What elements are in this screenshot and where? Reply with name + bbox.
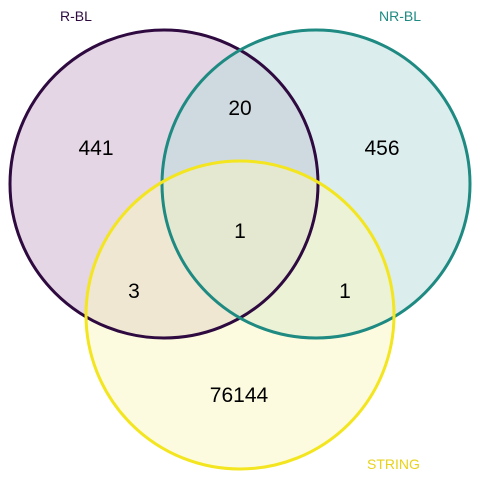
region-ab-count: 20: [228, 97, 251, 120]
set-b-outline: [160, 28, 472, 340]
region-a-only-count: 441: [78, 137, 113, 160]
region-b-only-count: 456: [364, 137, 399, 160]
set-outlines: [8, 28, 472, 471]
set-c-fill: [86, 161, 394, 469]
set-c-outline: [84, 159, 396, 471]
set-a-label: R-BL: [60, 8, 92, 24]
region-bc-count: 1: [339, 280, 351, 303]
set-fills: [10, 30, 470, 469]
set-a-outline: [8, 28, 320, 340]
region-c-only-count: 76144: [210, 384, 269, 407]
set-c-label: STRING: [367, 456, 420, 472]
set-b-label: NR-BL: [379, 8, 421, 24]
region-abc-count: 1: [234, 220, 246, 243]
region-ac-count: 3: [128, 280, 140, 303]
